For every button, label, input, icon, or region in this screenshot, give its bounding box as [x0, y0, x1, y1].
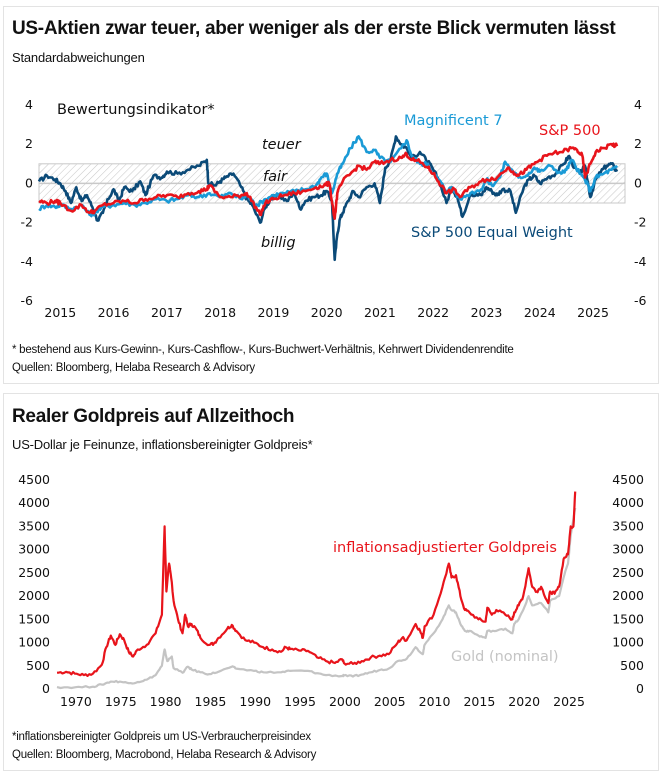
y-tick-label-right: 1000	[612, 635, 644, 650]
band-label-teuer: teuer	[262, 137, 302, 153]
band-label-billig: billig	[261, 235, 296, 251]
y-tick-label-right: 4	[634, 97, 642, 112]
y-tick-label-left: 3500	[18, 518, 50, 533]
y-tick-label-right: 4000	[612, 495, 644, 510]
y-tick-label-left: -2	[21, 215, 33, 230]
x-tick-label: 1985	[195, 694, 227, 709]
x-tick-label: 2021	[364, 305, 396, 320]
x-tick-label: 2025	[577, 305, 609, 320]
y-tick-label-right: 500	[620, 658, 644, 673]
y-tick-label-right: 3500	[612, 518, 644, 533]
y-tick-label-left: 500	[26, 658, 50, 673]
y-tick-label-left: 2000	[18, 588, 50, 603]
chart1-footnote: * bestehend aus Kurs-Gewinn-, Kurs-Cashf…	[12, 344, 514, 356]
y-tick-label-right: 2000	[612, 588, 644, 603]
x-tick-label: 2025	[553, 694, 585, 709]
y-tick-label-left: 0	[42, 681, 50, 696]
legend-label-sp500: S&P 500	[539, 123, 601, 139]
chart1-source: Quellen: Bloomberg, Helaba Research & Ad…	[12, 362, 255, 374]
y-tick-label-left: 1500	[18, 611, 50, 626]
chart2-title: Realer Goldpreis auf Allzeithoch	[12, 406, 295, 427]
x-tick-label: 2017	[151, 305, 183, 320]
y-tick-label-right: -6	[634, 293, 647, 308]
y-tick-label-right: 1500	[612, 611, 644, 626]
x-tick-label: 2020	[508, 694, 540, 709]
y-tick-label-right: -2	[634, 215, 646, 230]
x-tick-label: 2022	[417, 305, 449, 320]
y-tick-label-left: -4	[21, 254, 34, 269]
band-label-fair: fair	[263, 169, 288, 185]
gold-chart: 0 500 1000 1500 2000 2500 3000 3500 4000 4500 0 50…	[18, 472, 644, 709]
chart1-subtitle: Standardabweichungen	[12, 50, 145, 65]
y-tick-label-left: 0	[25, 175, 33, 190]
valuation-chart: -6 -4 -2 0 2 4 -6 -4 -2 0 2 4 2015 2016 2017 2018 2019…	[21, 97, 647, 320]
y-tick-label-left: 4	[25, 97, 33, 112]
series-line-gold-nominal	[56, 507, 577, 690]
x-tick-label: 2016	[98, 305, 130, 320]
chart1-title: US-Aktien zwar teuer, aber weniger als d…	[12, 18, 616, 39]
legend-label-magnificent-7: Magnificent 7	[404, 113, 503, 129]
x-tick-label: 2024	[524, 305, 556, 320]
x-tick-label: 1975	[105, 694, 137, 709]
y-tick-label-left: 1000	[18, 635, 50, 650]
x-tick-label: 1980	[150, 694, 182, 709]
chart1-inner-title: Bewertungsindikator*	[57, 102, 215, 118]
x-tick-label: 1995	[284, 694, 316, 709]
y-tick-label-right: 0	[636, 681, 644, 696]
x-tick-label: 1970	[60, 694, 92, 709]
x-tick-label: 2020	[311, 305, 343, 320]
series-line-sandp-500	[38, 142, 619, 220]
series-line-sandp-500-equal-weight	[37, 135, 619, 262]
y-tick-label-left: 2	[25, 136, 33, 151]
legend-label-sp500-equal-weight: S&P 500 Equal Weight	[411, 225, 573, 241]
x-tick-label: 2015	[44, 305, 76, 320]
x-tick-label: 2005	[374, 694, 406, 709]
legend-label-real-gold: inflationsadjustierter Goldpreis	[333, 540, 557, 556]
legend-label-nominal-gold: Gold (nominal)	[451, 649, 559, 665]
chart2-subtitle: US-Dollar je Feinunze, inflationsbereini…	[12, 437, 313, 452]
y-tick-label-right: 2500	[612, 565, 644, 580]
x-tick-label: 2000	[329, 694, 361, 709]
y-tick-label-right: 4500	[612, 472, 644, 487]
y-tick-label-left: 3000	[18, 542, 50, 557]
y-tick-label-right: 2	[634, 136, 642, 151]
y-tick-label-left: -6	[21, 293, 34, 308]
y-tick-label-right: 3000	[612, 542, 644, 557]
gold-chart-panel	[3, 393, 659, 771]
series-line-magnificent-7	[38, 135, 619, 218]
y-tick-label-right: 0	[634, 175, 642, 190]
x-tick-label: 1990	[239, 694, 271, 709]
y-tick-label-left: 4500	[18, 472, 50, 487]
chart2-footnote: *inflationsbereinigter Goldpreis um US-V…	[12, 731, 311, 743]
chart2-source: Quellen: Bloomberg, Macrobond, Helaba Re…	[12, 749, 317, 761]
x-tick-label: 2015	[463, 694, 495, 709]
y-tick-label-left: 2500	[18, 565, 50, 580]
y-tick-label-right: -4	[634, 254, 647, 269]
x-tick-label: 2019	[257, 305, 289, 320]
x-tick-label: 2023	[471, 305, 503, 320]
series-line-inflationsadjustierter-goldpreis	[56, 491, 577, 678]
x-tick-label: 2018	[204, 305, 236, 320]
x-tick-label: 2010	[419, 694, 451, 709]
y-tick-label-left: 4000	[18, 495, 50, 510]
